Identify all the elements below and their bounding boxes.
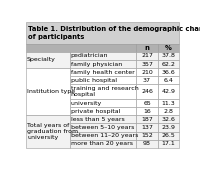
Bar bbox=[70, 115, 136, 124]
Text: 11.3: 11.3 bbox=[162, 101, 175, 106]
Bar bbox=[70, 68, 136, 76]
Bar bbox=[70, 76, 136, 84]
Bar bbox=[136, 124, 158, 132]
Text: 210: 210 bbox=[141, 70, 153, 75]
Bar bbox=[26, 68, 70, 115]
Bar bbox=[136, 140, 158, 148]
Bar bbox=[158, 115, 179, 124]
Text: 17.1: 17.1 bbox=[162, 141, 175, 146]
Bar bbox=[136, 132, 158, 140]
Bar bbox=[136, 84, 158, 99]
Text: 246: 246 bbox=[141, 89, 153, 94]
Text: 187: 187 bbox=[141, 117, 153, 122]
Bar bbox=[70, 107, 136, 115]
Bar bbox=[158, 52, 179, 60]
Text: between 5–10 years: between 5–10 years bbox=[71, 125, 134, 130]
Text: 23.9: 23.9 bbox=[161, 125, 175, 130]
Bar bbox=[26, 52, 70, 68]
Text: less than 5 years: less than 5 years bbox=[71, 117, 124, 122]
Bar bbox=[26, 44, 136, 52]
Text: 357: 357 bbox=[141, 62, 153, 67]
Text: 137: 137 bbox=[141, 125, 153, 130]
Bar bbox=[70, 124, 136, 132]
Bar bbox=[158, 44, 179, 52]
Bar bbox=[158, 140, 179, 148]
Text: 217: 217 bbox=[141, 54, 153, 58]
Text: 152: 152 bbox=[141, 133, 153, 138]
Text: Table 1. Distribution of the demographic characteristics
of participants: Table 1. Distribution of the demographic… bbox=[28, 26, 200, 40]
Bar bbox=[70, 60, 136, 68]
Bar bbox=[158, 107, 179, 115]
Text: pediatrician: pediatrician bbox=[71, 54, 108, 58]
Bar bbox=[158, 99, 179, 107]
Bar bbox=[136, 60, 158, 68]
Bar bbox=[158, 68, 179, 76]
Text: %: % bbox=[165, 45, 172, 51]
Text: public hospital: public hospital bbox=[71, 78, 117, 83]
Bar bbox=[158, 76, 179, 84]
Text: 65: 65 bbox=[143, 101, 151, 106]
Text: 42.9: 42.9 bbox=[161, 89, 175, 94]
Text: family physician: family physician bbox=[71, 62, 122, 67]
Bar bbox=[136, 52, 158, 60]
Text: private hospital: private hospital bbox=[71, 109, 120, 114]
Bar bbox=[158, 124, 179, 132]
Bar bbox=[70, 99, 136, 107]
Text: between 11–20 years: between 11–20 years bbox=[71, 133, 138, 138]
Text: 26.5: 26.5 bbox=[162, 133, 175, 138]
Bar bbox=[26, 115, 70, 148]
Text: Specialty: Specialty bbox=[27, 58, 56, 62]
Text: 98: 98 bbox=[143, 141, 151, 146]
Text: 6.4: 6.4 bbox=[164, 78, 173, 83]
Text: 37: 37 bbox=[143, 78, 151, 83]
Text: 2.8: 2.8 bbox=[164, 109, 173, 114]
Text: 32.6: 32.6 bbox=[162, 117, 175, 122]
Bar bbox=[136, 115, 158, 124]
Text: Total years of
graduation from
university: Total years of graduation from universit… bbox=[27, 123, 78, 140]
Bar bbox=[136, 44, 158, 52]
Text: 37.8: 37.8 bbox=[162, 54, 175, 58]
Text: training and research
hospital: training and research hospital bbox=[71, 86, 138, 97]
Text: 62.2: 62.2 bbox=[162, 62, 175, 67]
Bar bbox=[136, 68, 158, 76]
Bar bbox=[158, 84, 179, 99]
Text: more than 20 years: more than 20 years bbox=[71, 141, 133, 146]
Bar bbox=[136, 99, 158, 107]
Text: n: n bbox=[145, 45, 149, 51]
Bar bbox=[26, 22, 179, 44]
Text: Institution type: Institution type bbox=[27, 89, 75, 94]
Text: family health center: family health center bbox=[71, 70, 134, 75]
Bar bbox=[158, 132, 179, 140]
Bar bbox=[136, 76, 158, 84]
Bar bbox=[136, 107, 158, 115]
Text: 36.6: 36.6 bbox=[162, 70, 175, 75]
Bar bbox=[158, 60, 179, 68]
Bar bbox=[70, 132, 136, 140]
Text: 16: 16 bbox=[143, 109, 151, 114]
Bar bbox=[70, 52, 136, 60]
Bar bbox=[70, 140, 136, 148]
Bar bbox=[70, 84, 136, 99]
Text: university: university bbox=[71, 101, 102, 106]
